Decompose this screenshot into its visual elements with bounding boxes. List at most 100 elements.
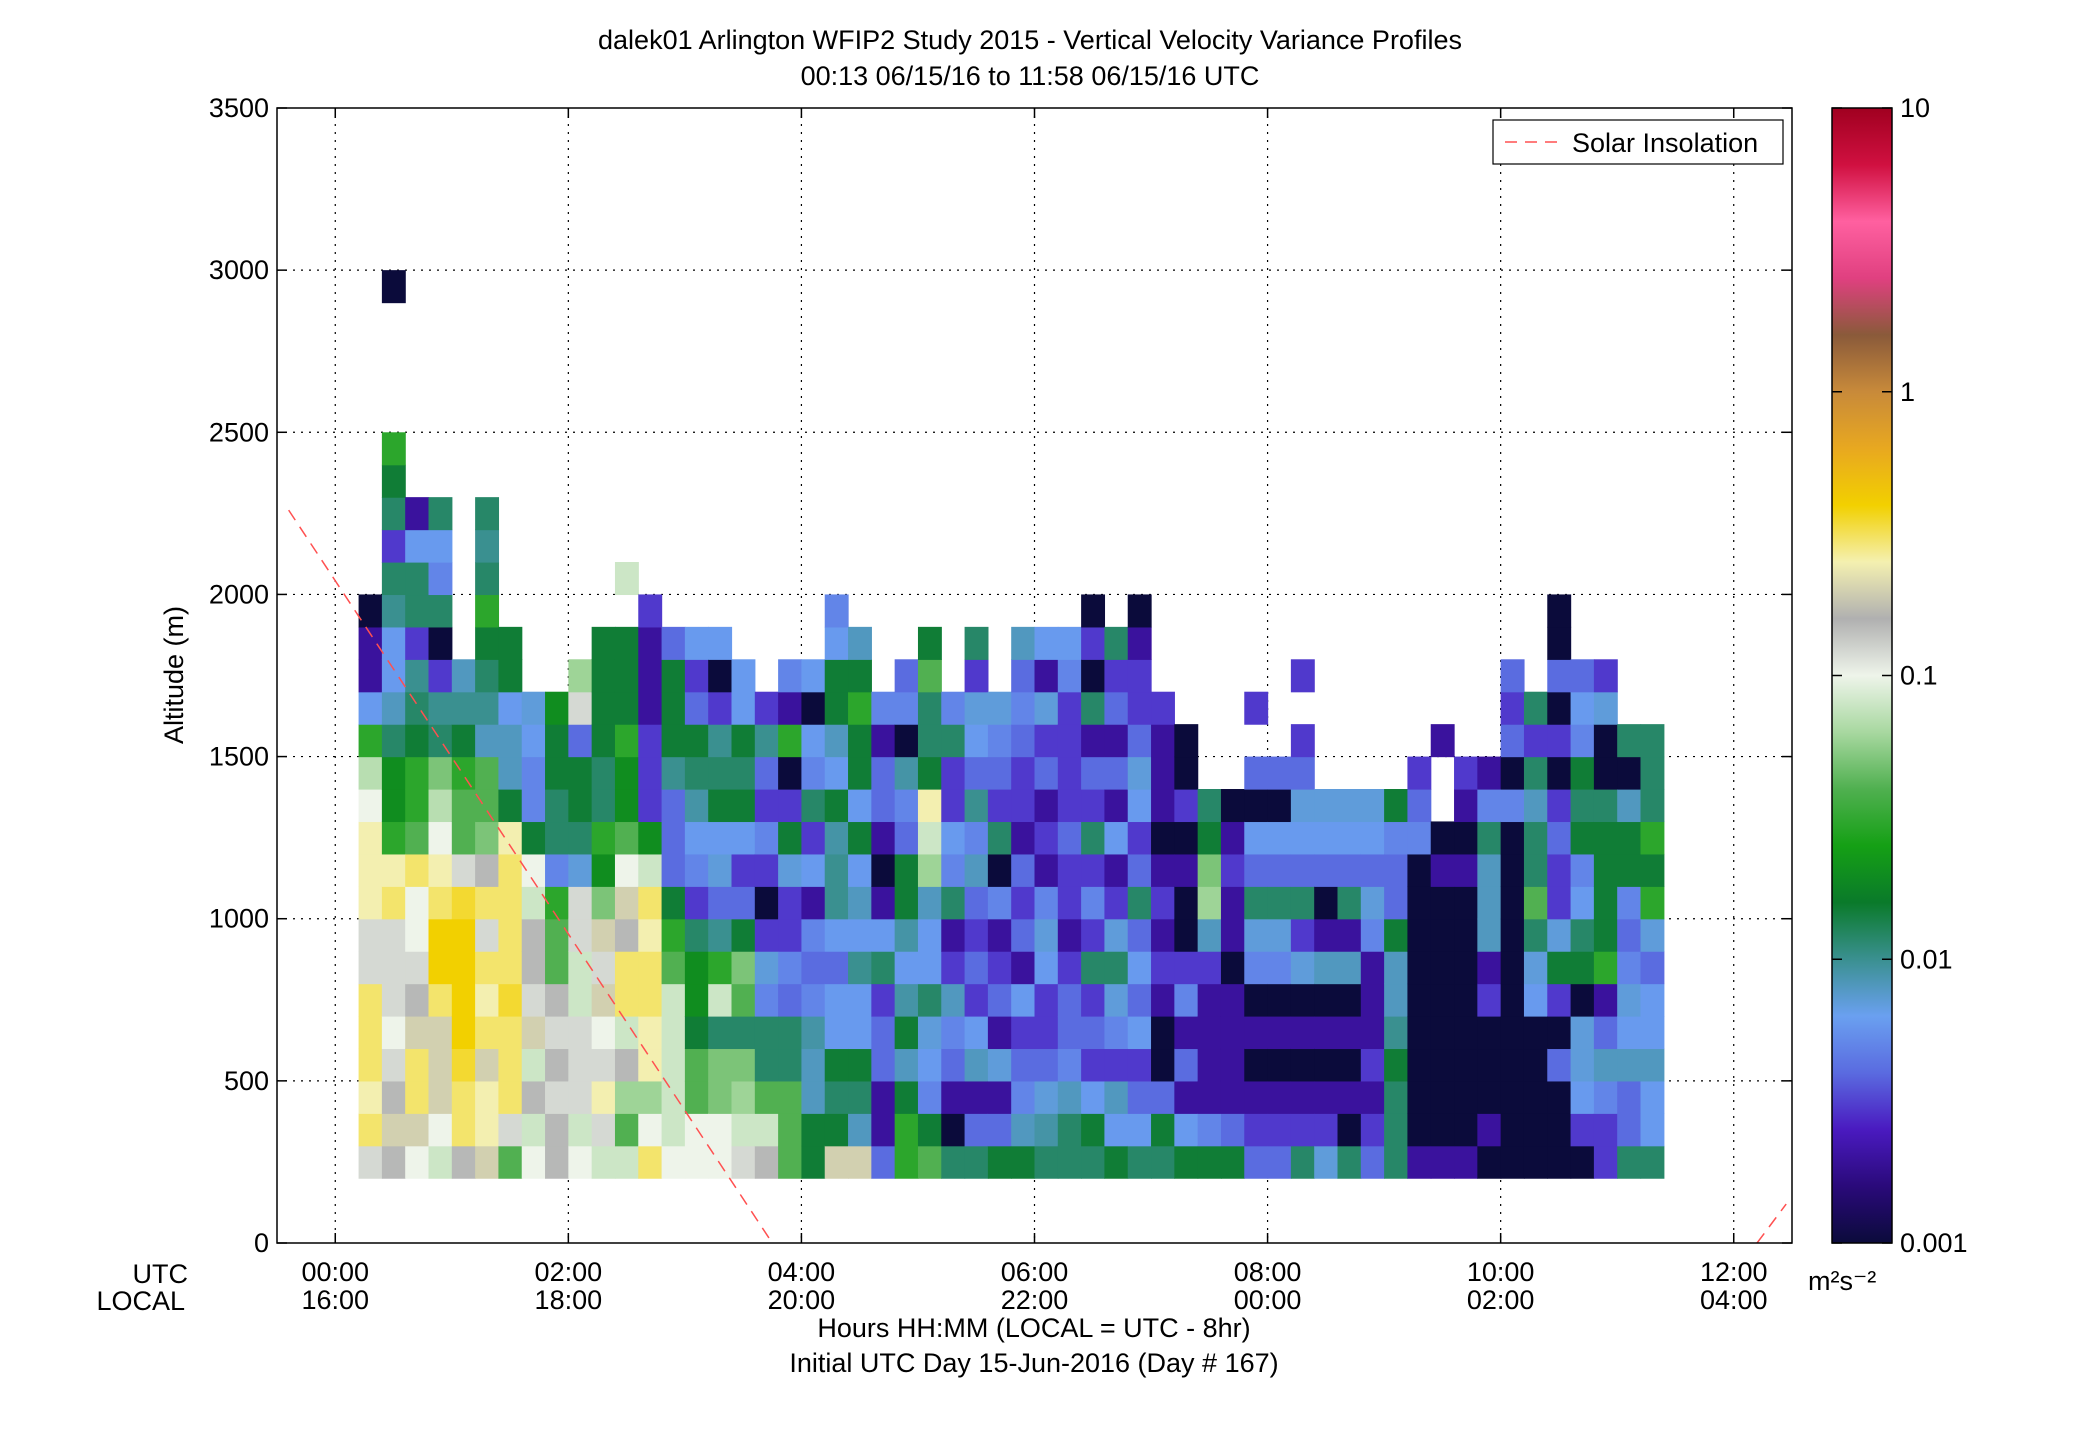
heatmap-cell [545, 1080, 569, 1114]
heatmap-cell [1174, 983, 1199, 1017]
heatmap-cell [1057, 724, 1082, 758]
heatmap-cell [1640, 853, 1665, 887]
heatmap-cell [964, 756, 989, 790]
heatmap-cell [1570, 821, 1595, 855]
heatmap-cell [1360, 1113, 1385, 1147]
heatmap-cell [1500, 983, 1525, 1017]
heatmap-cell [964, 821, 989, 855]
heatmap-cell [1081, 821, 1106, 855]
heatmap-cell [545, 691, 569, 725]
heatmap-cell [1220, 1080, 1245, 1114]
heatmap-cell [684, 886, 709, 920]
colorbar-tick-label: 0.1 [1900, 661, 1938, 691]
heatmap-cell [708, 756, 733, 790]
heatmap-cell [1104, 1048, 1129, 1082]
heatmap-cell [1057, 756, 1082, 790]
y-axis: 0 500 1000 1500 2000 2500 3000 3500 [209, 93, 1792, 1258]
heatmap-cell [1104, 756, 1129, 790]
heatmap-cell [824, 918, 849, 952]
heatmap-cell [381, 562, 406, 596]
heatmap-cell [1570, 853, 1595, 887]
heatmap-cell [731, 918, 756, 952]
heatmap-cell [941, 1016, 966, 1050]
heatmap-cell [1593, 886, 1618, 920]
heatmap-cell [498, 983, 523, 1017]
heatmap-cell [708, 1080, 733, 1114]
heatmap-cell [1593, 659, 1618, 693]
heatmap-cell [1104, 886, 1129, 920]
heatmap-cell [521, 886, 546, 920]
heatmap-cell [1360, 1016, 1385, 1050]
heatmap-cell [1127, 1113, 1152, 1147]
heatmap-cell [1477, 756, 1502, 790]
heatmap-cell [591, 1080, 616, 1114]
heatmap-cell [824, 594, 849, 628]
heatmap-cell [1290, 1113, 1315, 1147]
heatmap-cell [1617, 756, 1642, 790]
heatmap-cell [1034, 1145, 1059, 1179]
heatmap-cell [1454, 1016, 1478, 1050]
heatmap-cell [1640, 886, 1665, 920]
heatmap-cell [1454, 789, 1478, 823]
heatmap-cell [405, 529, 430, 563]
heatmap-cell [1547, 756, 1572, 790]
heatmap-cell [1104, 918, 1129, 952]
heatmap-cell [358, 1016, 383, 1050]
heatmap-cell [591, 626, 616, 660]
heatmap-cell [381, 1016, 406, 1050]
heatmap-cell [917, 1016, 942, 1050]
heatmap-cell [1011, 821, 1036, 855]
heatmap-cell [475, 562, 500, 596]
heatmap-cell [708, 1016, 733, 1050]
heatmap-cell [1360, 853, 1385, 887]
heatmap-cell [754, 756, 779, 790]
heatmap-cell [987, 1016, 1012, 1050]
heatmap-cell [1384, 1048, 1409, 1082]
heatmap-cell [1057, 789, 1082, 823]
heatmap-cell [358, 821, 383, 855]
heatmap-cell [1290, 789, 1315, 823]
heatmap-cell [684, 626, 709, 660]
heatmap-cell [1081, 886, 1106, 920]
heatmap-cell [1454, 853, 1478, 887]
heatmap-cell [1477, 1016, 1502, 1050]
heatmap-cell [778, 756, 803, 790]
heatmap-cell [1127, 983, 1152, 1017]
heatmap-cell [871, 724, 896, 758]
heatmap-cell [894, 886, 919, 920]
heatmap-cell [848, 659, 872, 693]
heatmap-cell [1523, 983, 1548, 1017]
x-tick-label-local: 16:00 [301, 1285, 369, 1315]
heatmap-cell [358, 789, 383, 823]
heatmap-cell [405, 1048, 430, 1082]
heatmap-cell [1151, 1016, 1175, 1050]
heatmap-cell [521, 1113, 546, 1147]
heatmap-cell [1640, 789, 1665, 823]
heatmap-cell [1523, 789, 1548, 823]
heatmap-cell [1500, 821, 1525, 855]
heatmap-cell [568, 756, 593, 790]
heatmap-cell [848, 1048, 872, 1082]
solar-insolation-line [288, 509, 1787, 1243]
heatmap-cell [568, 1113, 593, 1147]
heatmap-cell [684, 951, 709, 985]
heatmap-cell [1593, 918, 1618, 952]
heatmap-cell [754, 1145, 779, 1179]
heatmap-cell [1547, 983, 1572, 1017]
heatmap-cell [661, 1113, 686, 1147]
heatmap-cell [1617, 951, 1642, 985]
heatmap-cell [894, 659, 919, 693]
heatmap-cell [475, 1145, 500, 1179]
heatmap-cell [1384, 1016, 1409, 1050]
heatmap-cell [1081, 789, 1106, 823]
heatmap-cell [987, 918, 1012, 952]
heatmap-cell [1290, 1145, 1315, 1179]
heatmap-cell [1617, 1016, 1642, 1050]
heatmap-cell [498, 756, 523, 790]
x-tick-label-local: 18:00 [535, 1285, 603, 1315]
heatmap-cell [1314, 1016, 1339, 1050]
heatmap-cell [1640, 1080, 1665, 1114]
heatmap-cell [917, 853, 942, 887]
heatmap-cell [661, 756, 686, 790]
heatmap-cell [1290, 1016, 1315, 1050]
